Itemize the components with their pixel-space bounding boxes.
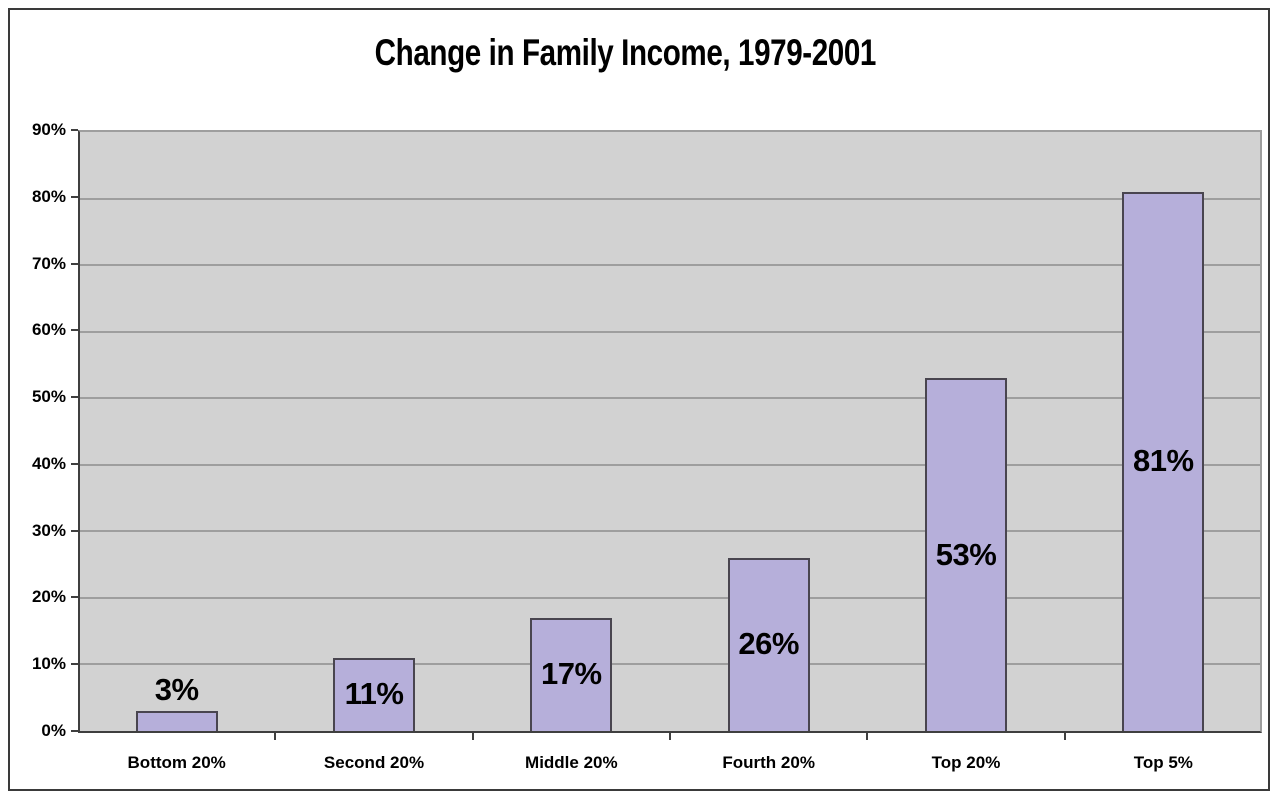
- chart-frame: Change in Family Income, 1979-2001 3% 11%…: [8, 8, 1270, 791]
- y-tick: [71, 129, 78, 131]
- y-tick: [71, 663, 78, 666]
- y-tick: [71, 730, 78, 732]
- y-tick-label: 10%: [31, 654, 66, 674]
- bar-Fourth 20%: [727, 557, 810, 731]
- bar-value-label: 81%: [1133, 443, 1194, 479]
- chart-title-text: Change in Family Income, 1979-2001: [374, 32, 876, 73]
- gridline-50: [80, 397, 1260, 400]
- y-tick-label: 30%: [31, 520, 66, 540]
- y-tick: [71, 462, 78, 465]
- x-category-tick: [669, 733, 671, 740]
- y-tick-label: 40%: [31, 453, 66, 473]
- y-tick-label: 20%: [31, 587, 66, 607]
- gridline-80: [80, 197, 1260, 200]
- gridline-30: [80, 530, 1260, 533]
- bar-Top 5%: [1122, 191, 1205, 731]
- bar-Bottom 20%: [135, 711, 218, 731]
- y-tick: [71, 596, 78, 599]
- bar-Top 20%: [925, 378, 1007, 731]
- y-tick: [71, 529, 78, 532]
- bar-value-label: 26%: [738, 626, 799, 662]
- x-category-label: Fourth 20%: [722, 753, 815, 772]
- gridline-70: [80, 264, 1260, 267]
- gridline-40: [80, 463, 1260, 466]
- y-tick: [71, 396, 78, 399]
- plot-area: 3% 11% 17% 26% 53% 81%: [78, 130, 1262, 733]
- bar-value-label: 3%: [154, 672, 199, 708]
- x-category-label: Top 20%: [931, 753, 1001, 772]
- x-category-label: Middle 20%: [525, 753, 618, 772]
- y-tick-label: 60%: [31, 320, 66, 340]
- y-tick-label: 0%: [41, 721, 66, 740]
- y-tick: [71, 329, 78, 332]
- gridline-10: [80, 663, 1260, 666]
- x-category-tick: [274, 733, 277, 740]
- y-tick-label: 90%: [31, 120, 66, 139]
- y-tick-label: 50%: [31, 387, 66, 407]
- x-category-tick: [1063, 733, 1066, 740]
- x-category-label: Top 5%: [1133, 753, 1193, 772]
- bar-value-label: 11%: [344, 676, 404, 712]
- gridline-60: [80, 330, 1260, 333]
- y-tick: [71, 195, 78, 198]
- bar-Second 20%: [333, 657, 415, 731]
- x-category-label: Second 20%: [323, 753, 425, 772]
- y-tick: [71, 262, 78, 265]
- bar-Middle 20%: [530, 617, 613, 731]
- chart-title: Change in Family Income, 1979-2001: [10, 32, 1240, 74]
- y-tick-label: 70%: [31, 253, 66, 273]
- bar-value-label: 17%: [541, 656, 602, 692]
- x-category-label: Bottom 20%: [127, 753, 226, 772]
- x-category-tick: [471, 733, 474, 740]
- bar-value-label: 53%: [935, 536, 997, 572]
- x-category-tick: [866, 733, 869, 740]
- gridline-20: [80, 596, 1260, 599]
- y-tick-label: 80%: [31, 186, 66, 206]
